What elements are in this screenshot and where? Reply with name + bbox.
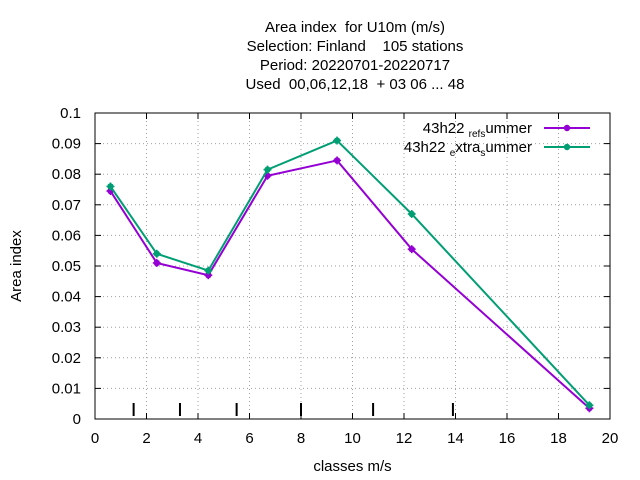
x-tick-label: 10 <box>344 430 361 447</box>
series-43h22_ref_summer <box>106 156 594 413</box>
y-tick-label: 0.01 <box>52 380 81 397</box>
legend-swatch <box>544 124 590 132</box>
data-point <box>204 271 213 280</box>
title-line-1: Area index for U10m (m/s) <box>265 19 445 36</box>
data-point <box>152 258 161 267</box>
legend-swatch <box>544 143 590 151</box>
data-point <box>152 249 161 258</box>
y-tick-label: 0.08 <box>52 166 81 183</box>
y-tick-label: 0.05 <box>52 258 81 275</box>
x-tick-label: 16 <box>499 430 516 447</box>
x-tick-label: 4 <box>194 430 202 447</box>
x-tick-label: 18 <box>550 430 567 447</box>
series-line <box>109 139 591 406</box>
x-tick-label: 6 <box>245 430 253 447</box>
title-line-4: Used 00,06,12,18 + 03 06 ... 48 <box>246 76 465 93</box>
x-axis-label: classes m/s <box>313 458 391 475</box>
data-point <box>263 165 272 174</box>
title-line-2: Selection: Finland 105 stations <box>247 38 464 55</box>
y-axis-ticks: 0 0.01 0.02 0.03 0.04 0.05 0.06 0.07 0.08 0.09 0.1 <box>52 105 610 428</box>
y-tick-label: 0.1 <box>60 105 81 122</box>
legend-label: 43h22 extrasummer <box>404 139 532 159</box>
class-boundary-marks <box>132 403 454 416</box>
title-line-3: Period: 20220701-20220717 <box>260 57 450 74</box>
x-tick-label: 8 <box>297 430 305 447</box>
x-tick-label: 14 <box>447 430 464 447</box>
y-tick-label: 0 <box>73 411 81 428</box>
series-lines <box>106 136 594 413</box>
grid <box>95 113 610 419</box>
y-axis-label: Area index <box>8 230 25 302</box>
y-tick-label: 0.03 <box>52 319 81 336</box>
y-tick-label: 0.06 <box>52 227 81 244</box>
data-point <box>585 401 594 410</box>
data-point <box>333 136 342 145</box>
x-tick-label: 0 <box>91 430 99 447</box>
x-tick-label: 20 <box>602 430 619 447</box>
data-point <box>407 209 416 218</box>
chart-title: Area index for U10m (m/s) Selection: Finl… <box>246 19 465 93</box>
data-point <box>204 266 213 275</box>
legend-label: 43h22 refsummer <box>423 120 532 140</box>
x-tick-label: 2 <box>142 430 150 447</box>
data-point <box>407 245 416 254</box>
series-43h22_extra_summer <box>106 136 594 410</box>
x-tick-label: 12 <box>396 430 413 447</box>
series-line <box>109 159 591 410</box>
x-axis-ticks: 0 2 4 6 8 10 12 14 16 18 20 <box>91 113 619 447</box>
y-tick-label: 0.09 <box>52 136 81 153</box>
data-point <box>106 182 115 191</box>
data-point <box>333 156 342 165</box>
y-tick-label: 0.07 <box>52 197 81 214</box>
y-tick-label: 0.02 <box>52 350 81 367</box>
y-tick-label: 0.04 <box>52 289 81 306</box>
